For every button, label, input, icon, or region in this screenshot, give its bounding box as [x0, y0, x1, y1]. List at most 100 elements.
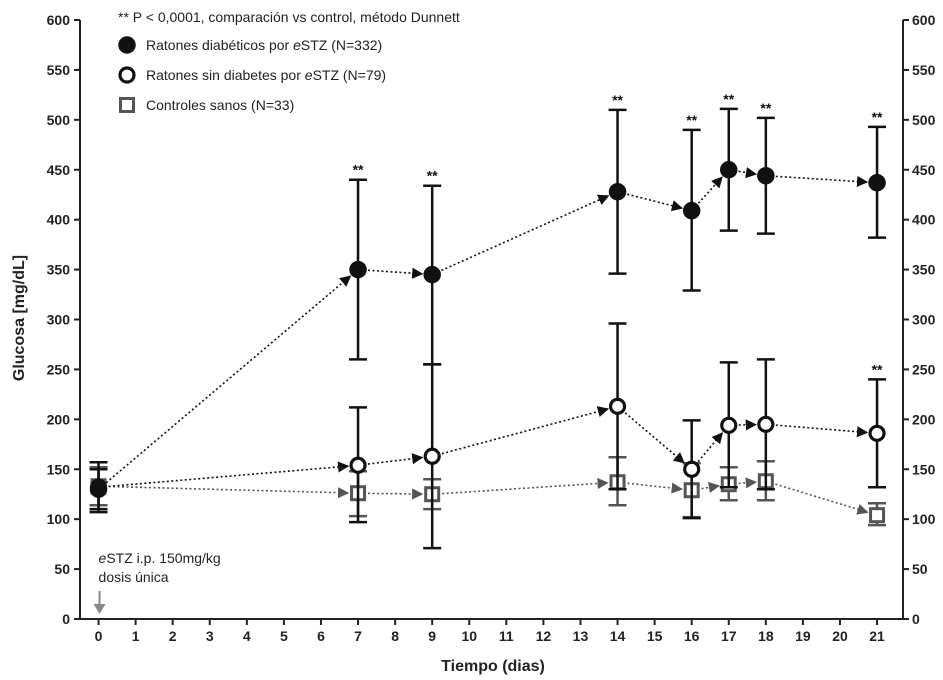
connector-arrow: [105, 275, 352, 484]
y-tick-label-left: 0: [62, 611, 70, 627]
x-tick-label: 9: [428, 628, 436, 644]
x-axis-title: Tiempo (dias): [441, 658, 545, 675]
connector-arrow: [368, 488, 424, 500]
significance-note: ** P < 0,0001, comparación vs control, m…: [118, 9, 460, 25]
x-tick-label: 13: [573, 628, 589, 644]
significance-marker: **: [872, 109, 883, 125]
x-tick-label: 20: [832, 628, 848, 644]
y-tick-label-right: 250: [912, 361, 936, 377]
legend-label-1: Ratones diabéticos por eSTZ (N=332): [146, 37, 382, 53]
series-2: **: [89, 322, 887, 550]
data-point: [868, 173, 886, 192]
significance-marker: **: [723, 91, 734, 107]
x-tick-label: 15: [647, 628, 663, 644]
x-tick-label: 16: [684, 628, 700, 644]
x-tick-label: 2: [169, 628, 177, 644]
connector-arrow: [697, 176, 723, 204]
y-axis-title: Glucosa [mg/dL]: [11, 255, 28, 381]
x-tick-label: 11: [499, 628, 514, 644]
y-tick-label-left: 600: [47, 12, 71, 28]
significance-marker: **: [427, 168, 438, 184]
connector-arrow: [108, 485, 350, 499]
x-tick-label: 12: [536, 628, 552, 644]
x-tick-label: 3: [206, 628, 214, 644]
annotation-arrow-head: [93, 604, 106, 614]
y-tick-label-right: 150: [912, 461, 936, 477]
y-tick-label-right: 200: [912, 411, 936, 427]
data-point: [423, 447, 441, 465]
data-point: [757, 166, 775, 185]
connector-arrow: [367, 453, 424, 465]
connector-arrow: [627, 193, 684, 212]
connector-arrow: [775, 175, 869, 188]
y-tick-label-right: 350: [912, 262, 936, 278]
data-point: [423, 265, 441, 284]
x-tick-label: 19: [795, 628, 811, 644]
connector-arrow: [701, 481, 720, 493]
y-tick-label-right: 300: [912, 312, 936, 328]
legend-label-3: Controles sanos (N=33): [146, 97, 294, 113]
y-tick-label-left: 200: [47, 411, 71, 427]
y-tick-label-right: 50: [912, 561, 928, 577]
x-tick-label: 5: [280, 628, 288, 644]
data-point: [608, 397, 627, 415]
y-tick-label-right: 550: [912, 62, 936, 78]
series-1: ** ** ** ** ** ** **: [89, 91, 887, 511]
y-tick-label-left: 300: [47, 312, 71, 328]
y-tick-label-left: 150: [47, 461, 71, 477]
legend-marker-2: [118, 66, 136, 84]
x-tick-label: 10: [461, 628, 477, 644]
data-point: [683, 460, 701, 478]
y-tick-label-left: 500: [47, 112, 71, 128]
connector-arrow: [697, 432, 724, 463]
connector-arrow: [775, 483, 869, 515]
series-layer: ** ** ** ** ** ** ** **: [89, 91, 887, 550]
data-point: [869, 507, 886, 524]
significance-marker: **: [686, 112, 697, 128]
data-point: [349, 456, 367, 474]
y-tick-label-right: 400: [912, 212, 936, 228]
connector-arrow: [367, 267, 424, 279]
data-point: [720, 416, 738, 434]
connector-arrow: [738, 477, 757, 489]
y-tick-label-left: 250: [47, 361, 71, 377]
significance-marker: **: [760, 100, 771, 116]
axes: 0 0 50 50 100 100 150 150 200 200 250 250 300 300 350 3…: [47, 12, 936, 644]
data-point: [757, 415, 775, 433]
x-tick-label: 0: [95, 628, 103, 644]
connector-arrow: [442, 477, 609, 495]
y-tick-label-left: 550: [47, 62, 71, 78]
y-tick-label-left: 100: [47, 511, 71, 527]
data-point: [868, 424, 886, 442]
legend-marker-1: [118, 36, 136, 54]
y-tick-label-right: 450: [912, 162, 936, 178]
y-tick-label-right: 100: [912, 511, 936, 527]
data-point: [608, 182, 627, 201]
significance-marker: **: [872, 361, 883, 377]
connector-arrow: [624, 412, 685, 464]
y-tick-label-left: 450: [47, 162, 71, 178]
connector-arrow: [108, 461, 350, 488]
data-point: [720, 161, 738, 179]
x-tick-label: 7: [354, 628, 362, 644]
y-tick-label-left: 50: [54, 561, 70, 577]
x-tick-label: 6: [317, 628, 325, 644]
legend: ** P < 0,0001, comparación vs control, m…: [118, 9, 460, 113]
legend-marker-3: [119, 97, 135, 113]
y-tick-label-right: 600: [912, 12, 936, 28]
connector-arrow: [441, 406, 609, 455]
x-tick-label: 18: [758, 628, 774, 644]
annotation-line-1: eSTZ i.p. 150mg/kg: [99, 550, 221, 566]
x-tick-label: 21: [869, 628, 885, 644]
y-tick-label-left: 350: [47, 262, 71, 278]
significance-marker: **: [612, 92, 623, 108]
y-tick-label-right: 500: [912, 112, 936, 128]
x-tick-label: 4: [243, 628, 251, 644]
connector-arrow: [738, 167, 758, 179]
legend-label-2: Ratones sin diabetes por eSTZ (N=79): [146, 67, 386, 83]
x-tick-label: 8: [391, 628, 399, 644]
y-tick-label-left: 400: [47, 212, 71, 228]
significance-marker: **: [353, 162, 364, 178]
x-tick-label: 17: [721, 628, 737, 644]
